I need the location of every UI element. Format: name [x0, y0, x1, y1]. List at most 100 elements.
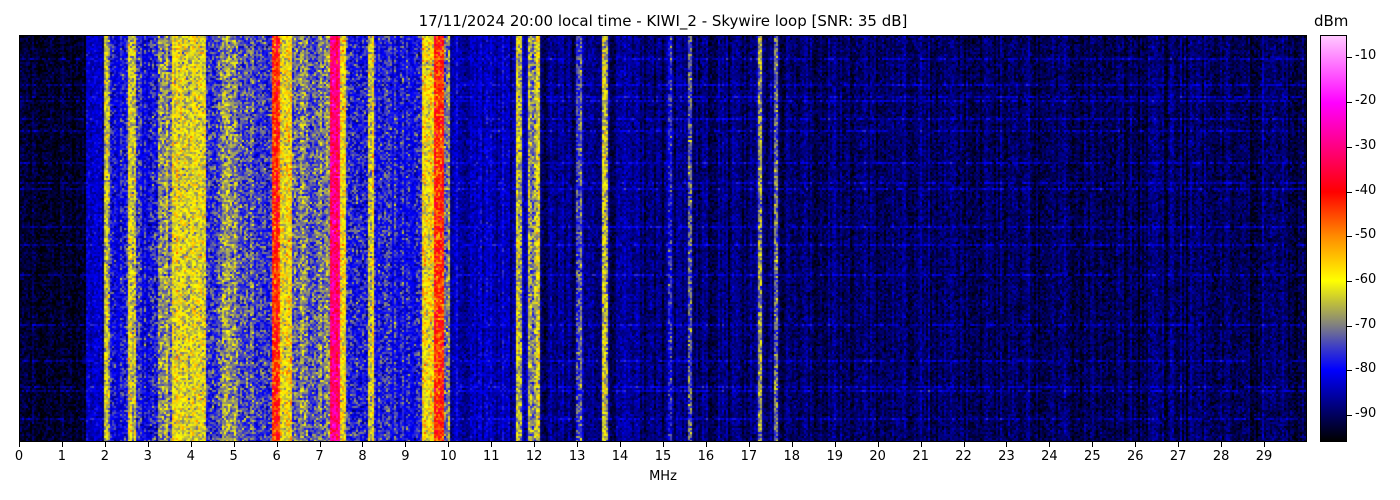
- x-tick-label: 16: [697, 449, 715, 464]
- spectrum-band: [580, 36, 601, 441]
- x-tick: [1049, 442, 1051, 447]
- x-tick-label: 14: [611, 449, 629, 464]
- x-tick: [104, 442, 106, 447]
- colorbar: [1320, 35, 1347, 442]
- x-tick-label: 15: [654, 449, 672, 464]
- spectrum-band: [84, 36, 103, 441]
- waterfall-image: [20, 36, 1306, 441]
- x-axis-label: MHz: [649, 469, 677, 484]
- spectrum-band: [205, 36, 222, 441]
- colorbar-tick-label: -20: [1355, 93, 1377, 109]
- x-tick: [748, 442, 750, 447]
- spectrum-band: [606, 36, 666, 441]
- colorbar-tick: [1347, 102, 1352, 104]
- x-tick: [620, 442, 622, 447]
- x-tick: [19, 442, 20, 447]
- x-tick-label: 19: [826, 449, 843, 464]
- colorbar-tick: [1347, 325, 1352, 327]
- x-tick: [190, 442, 192, 447]
- x-tick-label: 6: [272, 449, 281, 464]
- spectrum-band: [449, 36, 516, 441]
- colorbar-tick-label: -80: [1355, 361, 1377, 377]
- x-tick-label: 21: [912, 449, 929, 464]
- spectrum-band: [778, 36, 1306, 441]
- spectrum-band: [108, 36, 127, 441]
- x-tick-label: 5: [229, 449, 238, 464]
- x-tick-label: 20: [869, 449, 886, 464]
- x-tick-label: 8: [358, 449, 367, 464]
- x-tick-label: 13: [568, 449, 586, 464]
- colorbar-tick: [1347, 57, 1352, 59]
- x-tick-label: 26: [1126, 449, 1144, 464]
- x-tick: [319, 442, 321, 447]
- colorbar-tick-label: -30: [1355, 137, 1377, 153]
- x-tick-label: 24: [1041, 449, 1058, 464]
- x-tick-label: 0: [14, 449, 24, 464]
- spectrum-band: [421, 36, 432, 441]
- colorbar-tick: [1347, 191, 1352, 193]
- x-tick: [791, 442, 793, 447]
- spectrum-band: [157, 36, 170, 441]
- spectrum-band: [670, 36, 687, 441]
- x-tick-label: 4: [186, 449, 195, 464]
- spectrum-band: [527, 36, 536, 441]
- colorbar-tick-label: -10: [1355, 48, 1377, 64]
- spectrum-band: [127, 36, 136, 441]
- colorbar-tick: [1347, 415, 1352, 417]
- x-tick: [963, 442, 965, 447]
- x-tick: [920, 442, 922, 447]
- colorbar-tick-label: -60: [1355, 271, 1377, 287]
- x-tick-label: 10: [440, 449, 457, 464]
- spectrum-band: [329, 36, 340, 441]
- x-tick-label: 1: [57, 449, 67, 464]
- x-tick: [534, 442, 536, 447]
- x-tick: [276, 442, 278, 447]
- x-tick: [61, 442, 63, 447]
- spectrum-band: [539, 36, 575, 441]
- x-tick: [663, 442, 664, 447]
- spectrum-band: [344, 36, 368, 441]
- colorbar-tick-label: -90: [1355, 406, 1377, 422]
- colorbar-tick-label: -40: [1355, 182, 1377, 198]
- x-tick: [1221, 442, 1223, 447]
- spectrum-band: [20, 36, 84, 441]
- colorbar-tick-label: -50: [1355, 227, 1377, 243]
- waterfall-plot: [19, 35, 1307, 442]
- x-tick-label: 3: [143, 449, 152, 464]
- x-tick-label: 11: [482, 449, 500, 464]
- colorbar-tick-label: -70: [1355, 316, 1377, 332]
- colorbar-label: dBm: [1314, 12, 1349, 30]
- x-tick-label: 9: [401, 449, 410, 464]
- x-tick-label: 17: [740, 449, 758, 464]
- spectrum-band: [692, 36, 756, 441]
- x-tick: [877, 442, 879, 447]
- x-tick: [1092, 442, 1094, 447]
- spectrum-band: [222, 36, 235, 441]
- x-tick: [705, 442, 707, 447]
- spectrum-band: [372, 36, 421, 441]
- x-tick: [448, 442, 450, 447]
- x-tick-label: 22: [955, 449, 972, 464]
- x-tick: [233, 442, 235, 447]
- x-tick-label: 12: [525, 449, 543, 464]
- spectrum-band: [761, 36, 774, 441]
- spectrum-band: [290, 36, 329, 441]
- spectrum-band: [136, 36, 157, 441]
- x-tick: [1006, 442, 1008, 447]
- x-tick: [147, 442, 149, 447]
- x-tick: [362, 442, 364, 447]
- spectrum-band: [432, 36, 443, 441]
- x-tick: [1135, 442, 1137, 447]
- x-tick: [577, 442, 579, 447]
- spectrum-band: [271, 36, 280, 441]
- colorbar-tick: [1347, 236, 1352, 238]
- x-tick-label: 23: [998, 449, 1015, 464]
- spectrum-band: [280, 36, 291, 441]
- x-tick-label: 27: [1169, 449, 1187, 464]
- spectrum-band: [235, 36, 271, 441]
- x-tick: [834, 442, 836, 447]
- x-tick-label: 25: [1084, 449, 1101, 464]
- x-tick-label: 2: [100, 449, 109, 464]
- x-tick: [491, 442, 493, 447]
